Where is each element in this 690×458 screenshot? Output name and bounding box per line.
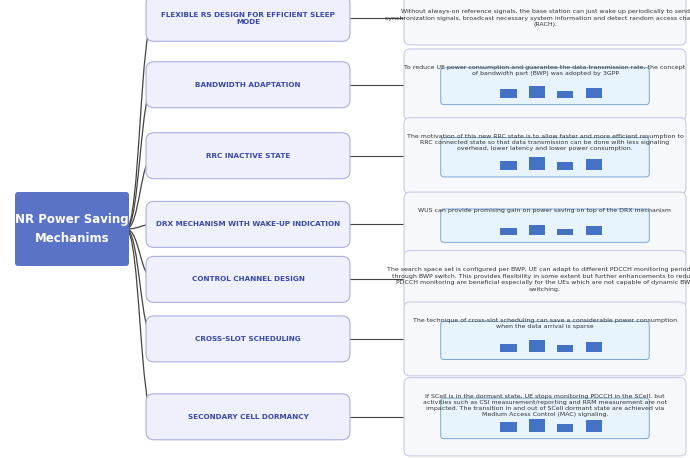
FancyBboxPatch shape <box>146 62 350 108</box>
Bar <box>557 163 573 170</box>
FancyBboxPatch shape <box>441 398 649 439</box>
FancyBboxPatch shape <box>441 209 649 242</box>
Text: The technique of cross-slot scheduling can save a considerable power consumption: The technique of cross-slot scheduling c… <box>413 318 677 329</box>
Bar <box>529 419 545 431</box>
Text: WUS can provide promising gain on power saving on top of the DRX mechanism: WUS can provide promising gain on power … <box>419 208 671 213</box>
Text: CROSS-SLOT SCHEDULING: CROSS-SLOT SCHEDULING <box>195 336 301 342</box>
Bar <box>529 225 545 235</box>
Bar <box>557 424 573 431</box>
FancyBboxPatch shape <box>146 316 350 362</box>
Bar <box>586 159 602 170</box>
FancyBboxPatch shape <box>404 377 686 456</box>
Bar <box>529 340 545 353</box>
FancyBboxPatch shape <box>146 202 350 247</box>
Text: To reduce UE power consumption and guarantee the data transmission rate, the con: To reduce UE power consumption and guara… <box>404 65 686 76</box>
FancyBboxPatch shape <box>404 302 686 376</box>
Bar <box>529 86 545 98</box>
Bar <box>557 229 573 235</box>
Bar <box>586 342 602 353</box>
FancyBboxPatch shape <box>146 256 350 302</box>
FancyBboxPatch shape <box>404 49 686 120</box>
Text: The search space set is configured per BWP, UE can adapt to different PDCCH moni: The search space set is configured per B… <box>386 267 690 292</box>
FancyBboxPatch shape <box>404 192 686 257</box>
Bar <box>586 226 602 235</box>
Bar <box>500 228 517 235</box>
FancyBboxPatch shape <box>146 0 350 41</box>
FancyBboxPatch shape <box>441 137 649 177</box>
Text: FLEXIBLE RS DESIGN FOR EFFICIENT SLEEP
MODE: FLEXIBLE RS DESIGN FOR EFFICIENT SLEEP M… <box>161 11 335 25</box>
Bar <box>500 161 517 170</box>
FancyBboxPatch shape <box>404 251 686 308</box>
Bar <box>500 344 517 353</box>
Text: The motivation of this new RRC state is to allow faster and more efficient resum: The motivation of this new RRC state is … <box>406 134 683 151</box>
Text: CONTROL CHANNEL DESIGN: CONTROL CHANNEL DESIGN <box>192 276 304 283</box>
Text: If SCell is in the dormant state, UE stops monitoring PDCCH in the SCell, but
ac: If SCell is in the dormant state, UE sto… <box>423 393 667 417</box>
FancyBboxPatch shape <box>146 133 350 179</box>
Text: BANDWIDTH ADAPTATION: BANDWIDTH ADAPTATION <box>195 82 301 88</box>
FancyBboxPatch shape <box>404 0 686 45</box>
Text: RRC INACTIVE STATE: RRC INACTIVE STATE <box>206 153 290 159</box>
Text: DRX MECHANISM WITH WAKE-UP INDICATION: DRX MECHANISM WITH WAKE-UP INDICATION <box>156 221 340 228</box>
Text: SECONDARY CELL DORMANCY: SECONDARY CELL DORMANCY <box>188 414 308 420</box>
Text: Without always-on reference signals, the base station can just wake up periodica: Without always-on reference signals, the… <box>386 9 690 27</box>
Bar <box>586 420 602 431</box>
Bar <box>557 91 573 98</box>
FancyBboxPatch shape <box>441 322 649 360</box>
Text: NR Power Saving
Mechanims: NR Power Saving Mechanims <box>15 213 129 245</box>
FancyBboxPatch shape <box>146 394 350 440</box>
Bar <box>529 158 545 170</box>
Bar <box>500 422 517 431</box>
Bar <box>557 345 573 353</box>
Bar <box>500 89 517 98</box>
FancyBboxPatch shape <box>15 192 129 266</box>
FancyBboxPatch shape <box>441 68 649 104</box>
Bar <box>586 87 602 98</box>
FancyBboxPatch shape <box>404 118 686 194</box>
